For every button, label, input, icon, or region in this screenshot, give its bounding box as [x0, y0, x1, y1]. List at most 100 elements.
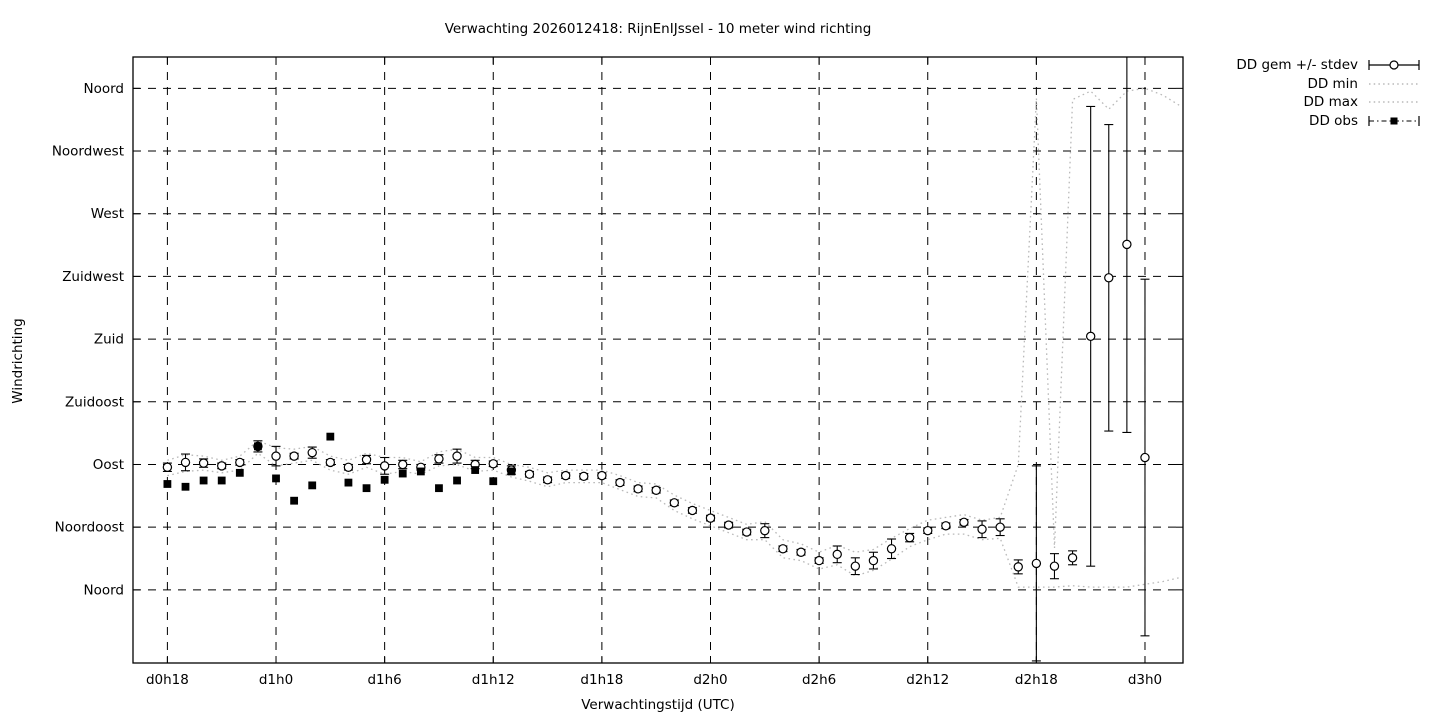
- mean-point: [868, 555, 879, 566]
- y-tick-label: West: [91, 206, 124, 222]
- mean-point: [723, 520, 734, 530]
- mean-point: [886, 544, 897, 554]
- obs-point: [163, 480, 172, 488]
- mean-point: [452, 451, 462, 461]
- obs-point: [471, 466, 480, 474]
- x-tick-label: d0h18: [146, 672, 189, 688]
- obs-point: [326, 432, 335, 441]
- x-tick-label: d1h12: [472, 672, 515, 688]
- mean-point: [1085, 331, 1096, 342]
- obs-point: [453, 476, 461, 485]
- obs-point: [217, 476, 226, 485]
- mean-point: [217, 461, 227, 471]
- mean-point: [488, 459, 498, 469]
- series-dd-max: [167, 87, 1182, 553]
- mean-point: [687, 505, 698, 516]
- legend-item-dd-gem: DD gem +/- stdev: [1236, 56, 1422, 75]
- y-tick-label: Oost: [93, 457, 124, 473]
- legend-label-dd-obs: DD obs: [1309, 112, 1358, 129]
- series-dd-min: [167, 452, 1182, 588]
- dotted-line-sample-icon: [1369, 83, 1419, 85]
- obs-point: [416, 467, 425, 476]
- mean-point: [162, 462, 173, 472]
- mean-point: [814, 555, 824, 566]
- mean-point: [361, 454, 372, 465]
- legend-label-dd-min: DD min: [1307, 75, 1358, 92]
- chart-title: Verwachting 2026012418: RijnEnIJssel - 1…: [444, 21, 872, 37]
- mean-point: [560, 470, 571, 481]
- errorbar-circle-sample-icon: [1368, 60, 1420, 71]
- x-tick-label: d2h6: [802, 672, 836, 688]
- mean-point: [289, 451, 299, 461]
- mean-point: [959, 517, 969, 527]
- legend-item-dd-obs: DD obs: [1236, 112, 1422, 131]
- mean-point: [669, 498, 679, 508]
- mean-point: [524, 469, 535, 479]
- mean-point: [398, 459, 408, 470]
- mean-point: [941, 521, 951, 531]
- mean-point: [325, 457, 336, 468]
- mean-point: [977, 524, 987, 534]
- obs-point: [380, 475, 389, 484]
- mean-point: [1049, 561, 1060, 571]
- mean-point: [760, 525, 770, 536]
- y-tick-label: Noordoost: [55, 520, 124, 536]
- x-tick-label: d3h0: [1128, 672, 1162, 688]
- obs-point: [489, 477, 498, 486]
- obs-point: [272, 474, 280, 483]
- mean-point: [434, 454, 444, 464]
- plot-area: [132, 56, 1184, 664]
- obs-point: [507, 467, 516, 476]
- mean-point: [579, 471, 589, 482]
- mean-point: [832, 549, 842, 560]
- mean-point: [379, 461, 390, 471]
- obs-point: [254, 442, 262, 451]
- y-tick-label: Zuidoost: [65, 394, 124, 410]
- obs-point: [435, 484, 443, 493]
- obs-point: [398, 469, 407, 478]
- mean-point: [995, 522, 1005, 532]
- y-tick-label: Zuid: [94, 332, 124, 348]
- x-tick-label: d2h0: [693, 672, 727, 688]
- dashdot-square-sample-icon: [1368, 115, 1420, 126]
- series-dd-gem-stdev: [162, 57, 1150, 662]
- x-tick-label: d1h0: [259, 672, 293, 688]
- mean-point: [904, 532, 915, 543]
- legend-label-dd-gem: DD gem +/- stdev: [1236, 57, 1358, 74]
- mean-point: [597, 470, 607, 481]
- y-tick-label: Noord: [84, 582, 125, 598]
- legend-label-dd-max: DD max: [1303, 94, 1359, 111]
- obs-point: [344, 478, 353, 487]
- mean-point: [651, 485, 661, 495]
- dotted-line-sample-icon: [1369, 101, 1419, 103]
- mean-point: [633, 484, 643, 494]
- series-dd-obs: [163, 432, 516, 505]
- obs-point: [308, 481, 317, 490]
- mean-point: [1031, 558, 1042, 569]
- mean-point: [705, 513, 716, 523]
- y-tick-label: Noord: [84, 81, 125, 97]
- legend-item-dd-min: DD min: [1236, 75, 1422, 94]
- x-tick-label: d2h12: [906, 672, 949, 688]
- mean-point: [235, 457, 245, 468]
- mean-point: [307, 447, 317, 458]
- x-tick-label: d1h18: [580, 672, 623, 688]
- mean-point: [343, 462, 354, 472]
- mean-point: [271, 451, 281, 461]
- mean-point: [1104, 273, 1114, 283]
- grid: Noord Noordoost Oost Zuidoost Zuid Zuidwest We…: [52, 57, 1183, 688]
- mean-point: [1013, 562, 1023, 572]
- y-tick-label: Noordwest: [52, 144, 124, 160]
- obs-point: [362, 484, 371, 493]
- mean-point: [1122, 239, 1132, 250]
- mean-point: [850, 561, 861, 571]
- obs-point: [235, 468, 244, 477]
- mean-point: [542, 475, 553, 485]
- x-axis-title: Verwachtingstijd (UTC): [581, 697, 735, 713]
- mean-point: [198, 458, 209, 468]
- legend: DD gem +/- stdev DD min DD max DD obs: [1236, 56, 1422, 130]
- y-tick-label: Zuidwest: [62, 269, 124, 285]
- mean-point: [923, 525, 933, 536]
